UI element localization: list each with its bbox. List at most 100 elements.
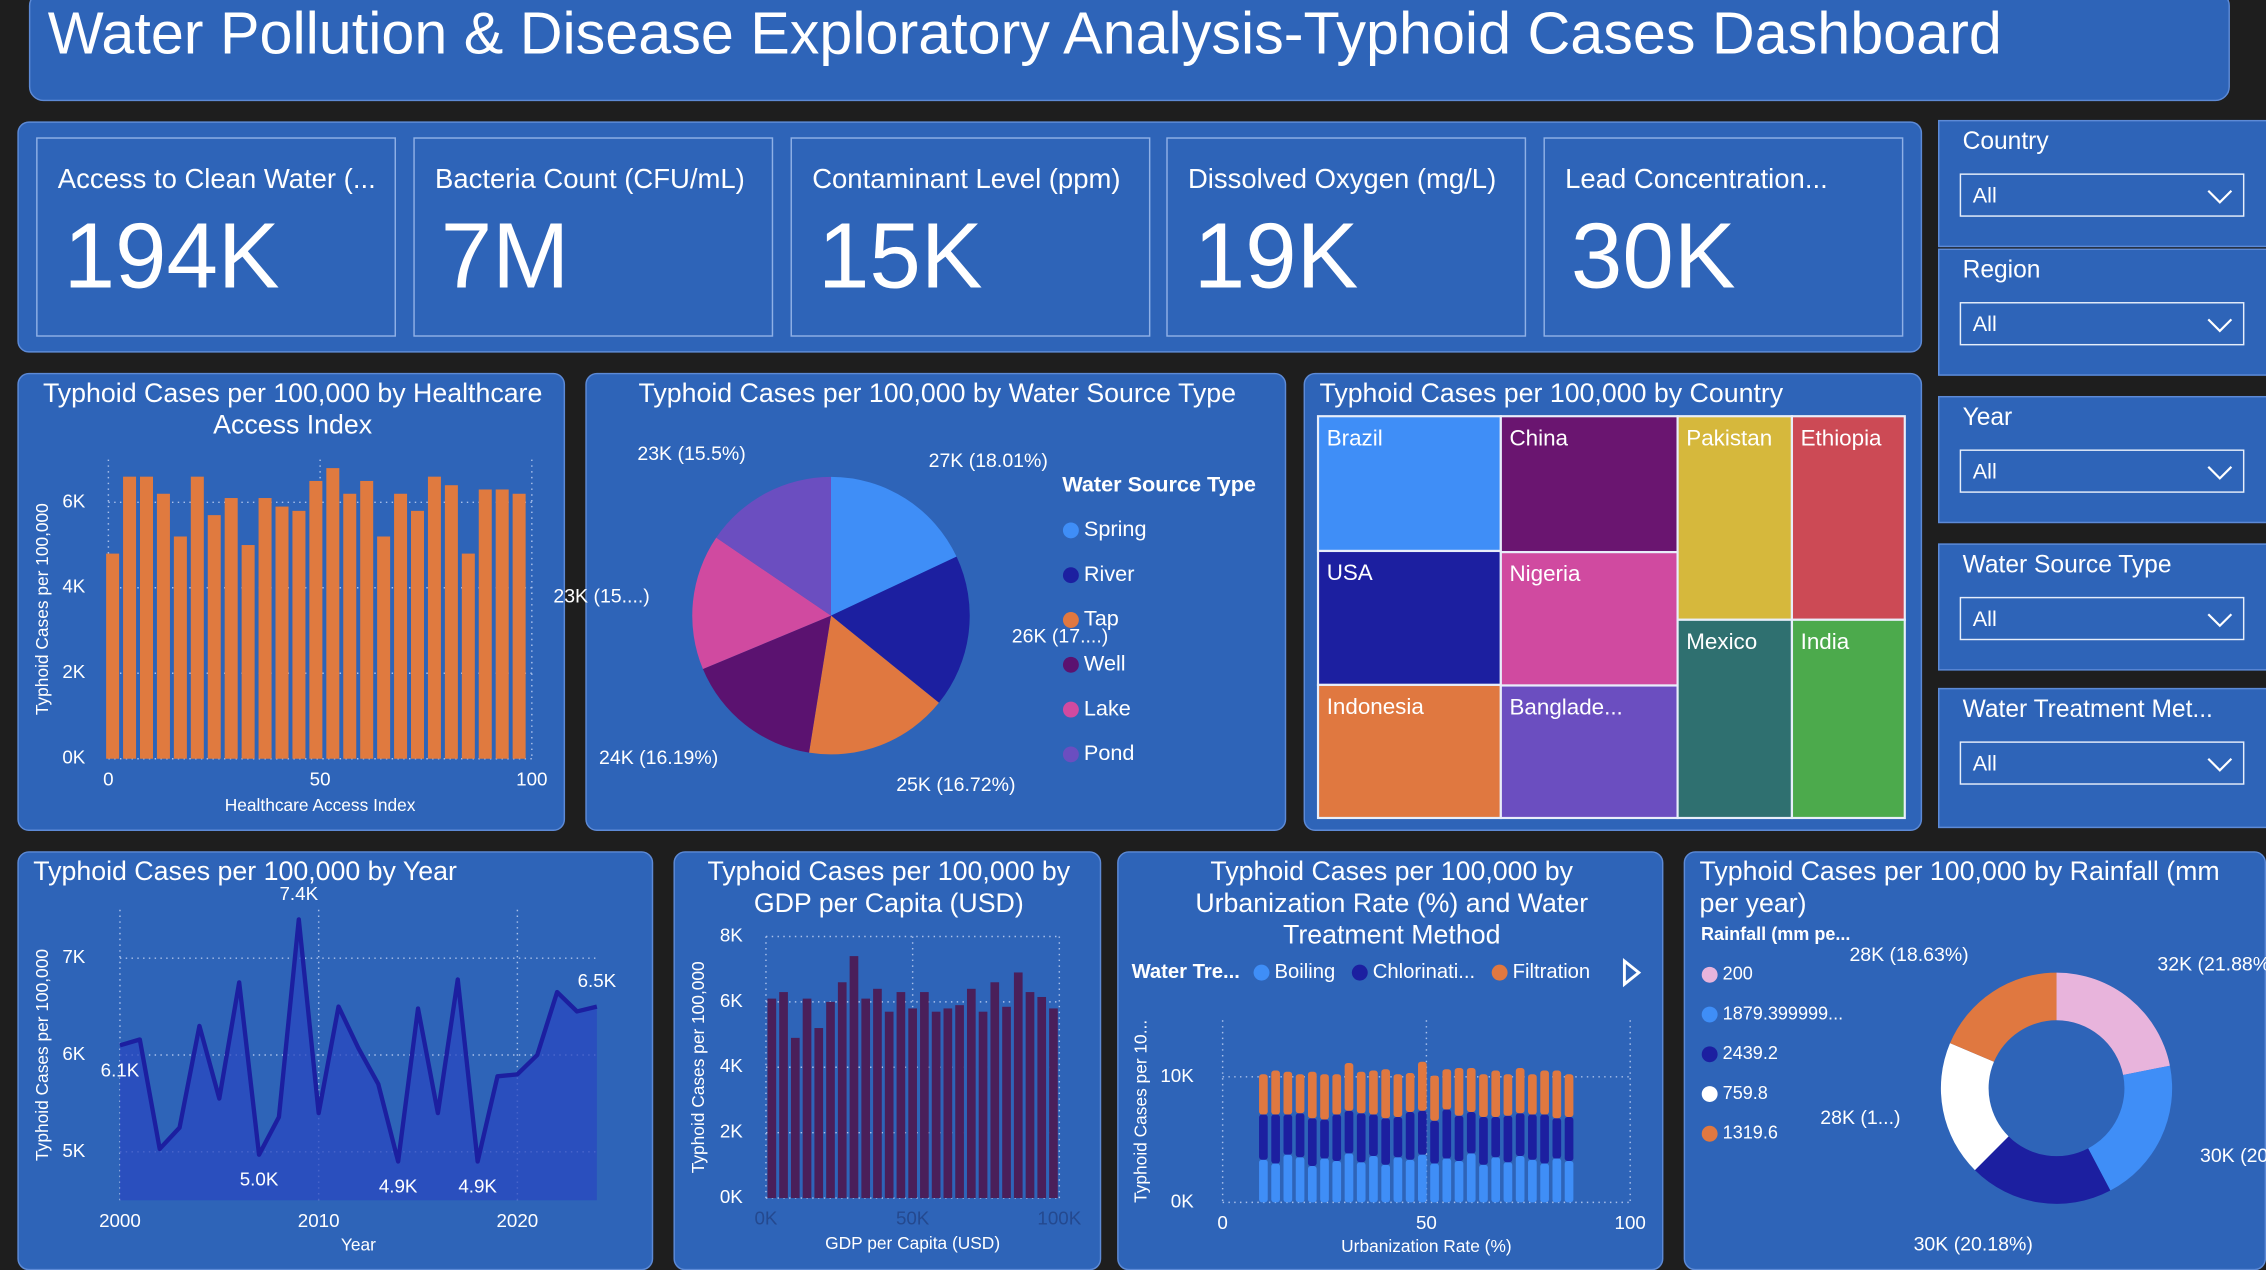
- legend-label: Pond: [1084, 740, 1135, 765]
- bar-segment: [1332, 1114, 1342, 1161]
- x-tick-label: 50K: [896, 1208, 930, 1229]
- kpi-panel: Access to Clean Water (... 194K Bacteria C…: [17, 121, 1923, 353]
- chevron: [2207, 466, 2233, 480]
- slice: [716, 476, 831, 616]
- kpi-value: 19K: [1193, 203, 1359, 308]
- tile: [1790, 618, 1906, 820]
- y-tick-label: 0K: [720, 1186, 743, 1207]
- data-label: 28K (1...): [1820, 1107, 1900, 1129]
- y-axis-title: Typhoid Cases per 100,000: [32, 503, 52, 715]
- tile: [1676, 618, 1794, 820]
- bar: [495, 489, 509, 759]
- chart-title: Typhoid Cases per 100,000 by Rainfall (m…: [1699, 855, 2220, 918]
- bar: [427, 476, 441, 759]
- kpi-card: Bacteria Count (CFU/mL) 7M: [413, 137, 774, 337]
- bar-segment: [1515, 1113, 1525, 1156]
- bar-segment: [1564, 1074, 1574, 1118]
- bar-segment: [1271, 1114, 1280, 1164]
- bar: [190, 476, 204, 759]
- kpi-card: Access to Clean Water (... 194K: [36, 137, 396, 337]
- kpi-label: Contaminant Level (ppm): [812, 164, 1121, 196]
- legend-label: 200: [1723, 964, 1753, 984]
- slice: [692, 537, 831, 669]
- tile-label: Ethiopia: [1801, 425, 1882, 450]
- legend-marker: [1062, 612, 1079, 628]
- legend-marker: [1701, 1086, 1718, 1102]
- bar-segment: [1552, 1118, 1562, 1159]
- bar-segment: [1259, 1114, 1268, 1160]
- kpi-label: Lead Concentration...: [1565, 164, 1828, 196]
- legend-marker: [1253, 964, 1270, 981]
- data-label: 25K (16.72%): [896, 774, 1015, 796]
- bar: [292, 510, 306, 759]
- kpi-label: Dissolved Oxygen (mg/L): [1187, 164, 1497, 196]
- bar: [1013, 972, 1023, 1199]
- data-label: 26K (17....): [1012, 626, 1108, 648]
- kpi-label: Access to Clean Water (...: [57, 164, 376, 196]
- chevron: [2207, 613, 2233, 628]
- data-label: 24K (16.19%): [599, 747, 718, 769]
- tile-label: Banglade...: [1509, 695, 1622, 720]
- bar-segment: [1454, 1115, 1464, 1161]
- bar-segment: [1564, 1117, 1574, 1161]
- chart-title: Typhoid Cases per 100,000 by Urbanizatio…: [1195, 855, 1589, 950]
- bar-segment: [1259, 1159, 1268, 1203]
- slicer-dropdown[interactable]: All: [1959, 596, 2245, 641]
- bar-segment: [1540, 1070, 1549, 1115]
- bar: [173, 536, 187, 759]
- bar-segment: [1418, 1154, 1427, 1203]
- bar-segment: [1307, 1165, 1317, 1203]
- bar-segment: [1356, 1113, 1366, 1163]
- bar: [207, 515, 221, 759]
- bar: [377, 536, 391, 759]
- bar-segment: [1528, 1114, 1537, 1160]
- slicer-label: Country: [1962, 127, 2049, 155]
- dropdown-value: All: [1972, 606, 1997, 632]
- tile-label: USA: [1327, 560, 1373, 585]
- line: [119, 917, 598, 1164]
- bar: [326, 468, 340, 759]
- y-axis-title: Typhoid Cases per 100,000: [688, 961, 708, 1173]
- slicer-dropdown[interactable]: All: [1959, 449, 2245, 493]
- bar-segment: [1271, 1163, 1280, 1203]
- bar-segment: [1479, 1164, 1488, 1203]
- slice: [1950, 972, 2057, 1062]
- slicer-dropdown[interactable]: All: [1959, 302, 2245, 346]
- tile: [1316, 683, 1502, 820]
- bar-segment: [1503, 1074, 1513, 1116]
- slicer-dropdown[interactable]: All: [1959, 173, 2245, 217]
- bar-segment: [1344, 1063, 1354, 1111]
- bar-segment: [1503, 1115, 1513, 1163]
- legend-marker: [1701, 1125, 1718, 1142]
- data-label: 32K (21.88%): [2157, 954, 2266, 976]
- bar-segment: [1479, 1074, 1488, 1118]
- tile-label: China: [1509, 425, 1568, 450]
- dropdown-value: All: [1972, 751, 1997, 777]
- tile: [1316, 415, 1502, 553]
- bar-segment: [1356, 1162, 1366, 1203]
- slicer: Region All: [1938, 248, 2266, 376]
- dropdown-value: All: [1972, 459, 1997, 485]
- bar-segment: [1418, 1061, 1427, 1111]
- x-tick-label: 2000: [99, 1210, 141, 1231]
- legend-scroll-arrow: [1622, 958, 1642, 988]
- kpi-card: Lead Concentration... 30K: [1543, 137, 1904, 337]
- dropdown-value: All: [1972, 183, 1997, 209]
- bar: [1002, 1006, 1011, 1199]
- bar: [884, 1011, 894, 1199]
- bar-segment: [1283, 1071, 1293, 1115]
- dashboard-title: Water Pollution & Disease Exploratory An…: [47, 0, 2002, 67]
- bar-segment: [1271, 1070, 1280, 1115]
- bar-segment: [1344, 1153, 1354, 1203]
- header: Water Pollution & Disease Exploratory An…: [28, 0, 2230, 102]
- kpi-value: 7M: [440, 203, 570, 308]
- bar-segment: [1430, 1075, 1439, 1121]
- bar: [156, 493, 170, 759]
- slicer-dropdown[interactable]: All: [1959, 741, 2245, 785]
- legend-title: Water Tre...: [1132, 961, 1240, 983]
- bar-segment: [1381, 1164, 1390, 1203]
- bar: [849, 956, 859, 1199]
- chart-title: Typhoid Cases per 100,000 by Year: [33, 855, 457, 886]
